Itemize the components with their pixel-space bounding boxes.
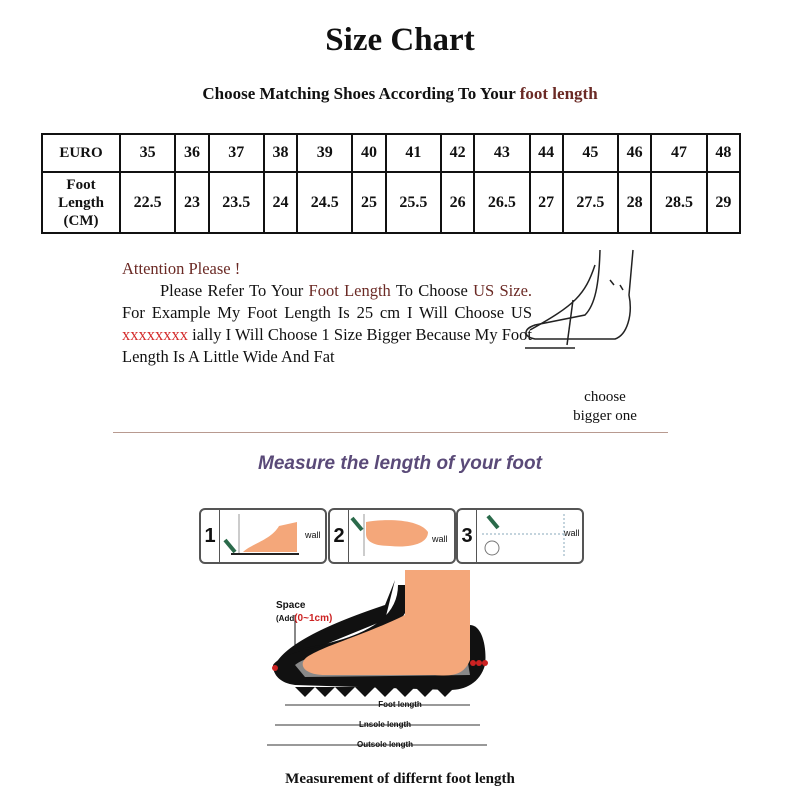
- euro-row: EURO 35 36 37 38 39 40 41 42 43 44 45 46 47 48: [41, 133, 742, 173]
- euro-size-cell: 38: [262, 133, 299, 173]
- foot-length-cell: 29: [705, 171, 742, 234]
- footer-caption: Measurement of differnt foot length: [285, 771, 515, 787]
- euro-size-cell: 37: [207, 133, 265, 173]
- euro-size-cell: 48: [705, 133, 742, 173]
- foot-length-header: Foot Length (CM): [41, 171, 121, 234]
- step-1: 1 wall: [199, 508, 327, 564]
- attention-heading: Attention Please !: [122, 259, 241, 278]
- foot-length-row: Foot Length (CM) 22.5 23 23.5 24 24.5 25 25.5 26 26…: [41, 171, 742, 234]
- add-label: (Add(0~1cm): [276, 613, 332, 624]
- note-text: For Example My Foot Length Is 25 cm I Wi…: [122, 303, 532, 322]
- euro-size-cell: 40: [351, 133, 387, 173]
- foot-length-cell: 25: [351, 171, 387, 234]
- hdr-line: Foot: [66, 176, 96, 193]
- measure-heading: Measure the length of your foot: [258, 453, 542, 474]
- attention-note: Attention Please ! Please Refer To Your …: [122, 258, 532, 368]
- foot-sketch-icon: [525, 249, 634, 349]
- euro-size-cell: 44: [528, 133, 564, 173]
- size-table: EURO 35 36 37 38 39 40 41 42 43 44 45 46 47 48 Foot Len…: [41, 133, 742, 234]
- euro-header: EURO: [41, 133, 121, 173]
- euro-size-cell: 47: [650, 133, 708, 173]
- foot-length-cell: 24: [262, 171, 299, 234]
- foot-length-cell: 27.5: [561, 171, 620, 234]
- shoe-diagram: [267, 570, 488, 746]
- euro-size-cell: 46: [617, 133, 653, 173]
- foot-length-cell: 27: [528, 171, 564, 234]
- euro-size-cell: 39: [296, 133, 354, 173]
- euro-size-cell: 36: [174, 133, 210, 173]
- hdr-line: Length: [58, 194, 104, 211]
- foot-length-cell: 25.5: [384, 171, 442, 234]
- subtitle: Choose Matching Shoes According To Your …: [0, 84, 800, 104]
- step-number: 1: [201, 510, 220, 562]
- wall-label: wall: [432, 534, 448, 544]
- foot-length-cell: 28: [617, 171, 653, 234]
- note-line: bigger one: [573, 408, 637, 424]
- foot-length-label: Foot length: [378, 700, 422, 709]
- note-highlight: Foot Length: [308, 281, 391, 300]
- foot-length-cell: 26: [439, 171, 476, 234]
- wall-label: wall: [564, 528, 580, 538]
- step-2: 2 wall: [328, 508, 456, 564]
- choose-bigger-note: choose bigger one: [560, 388, 650, 426]
- foot-length-cell: 22.5: [118, 171, 177, 234]
- foot-top-icon: [350, 514, 428, 556]
- subtitle-text: Choose Matching Shoes According To Your: [202, 84, 516, 103]
- note-line: choose: [584, 389, 626, 405]
- note-text: ially I Will Choose 1 Size Bigger Becaus…: [122, 325, 533, 366]
- foot-side-icon: [223, 514, 299, 555]
- foot-length-cell: 26.5: [473, 171, 531, 234]
- outsole-length-label: Outsole length: [357, 740, 413, 749]
- insole-length-label: Lnsole length: [359, 720, 411, 729]
- euro-size-cell: 41: [384, 133, 442, 173]
- euro-size-cell: 35: [118, 133, 177, 173]
- add-value: (0~1cm): [294, 613, 333, 624]
- note-redacted: xxxxxxxx: [122, 325, 188, 344]
- note-highlight: US Size.: [473, 281, 533, 300]
- euro-size-cell: 43: [473, 133, 531, 173]
- note-text: Please Refer To Your: [160, 281, 304, 300]
- foot-length-cell: 23.5: [207, 171, 265, 234]
- foot-length-cell: 23: [174, 171, 210, 234]
- step-3: 3 wall: [456, 508, 584, 564]
- euro-size-cell: 42: [439, 133, 476, 173]
- wall-label: wall: [305, 530, 321, 540]
- euro-size-cell: 45: [561, 133, 620, 173]
- ruler-icon: [482, 514, 566, 558]
- space-label: Space: [276, 600, 306, 611]
- note-text: To Choose: [395, 281, 468, 300]
- step-number: 3: [458, 510, 477, 562]
- subtitle-highlight: foot length: [519, 84, 598, 103]
- hdr-line: (CM): [63, 212, 99, 229]
- page-title: Size Chart: [325, 22, 475, 58]
- add-prefix: (Add: [276, 614, 295, 623]
- foot-length-cell: 24.5: [296, 171, 354, 234]
- divider: [113, 432, 668, 433]
- step-number: 2: [330, 510, 349, 562]
- foot-length-cell: 28.5: [650, 171, 708, 234]
